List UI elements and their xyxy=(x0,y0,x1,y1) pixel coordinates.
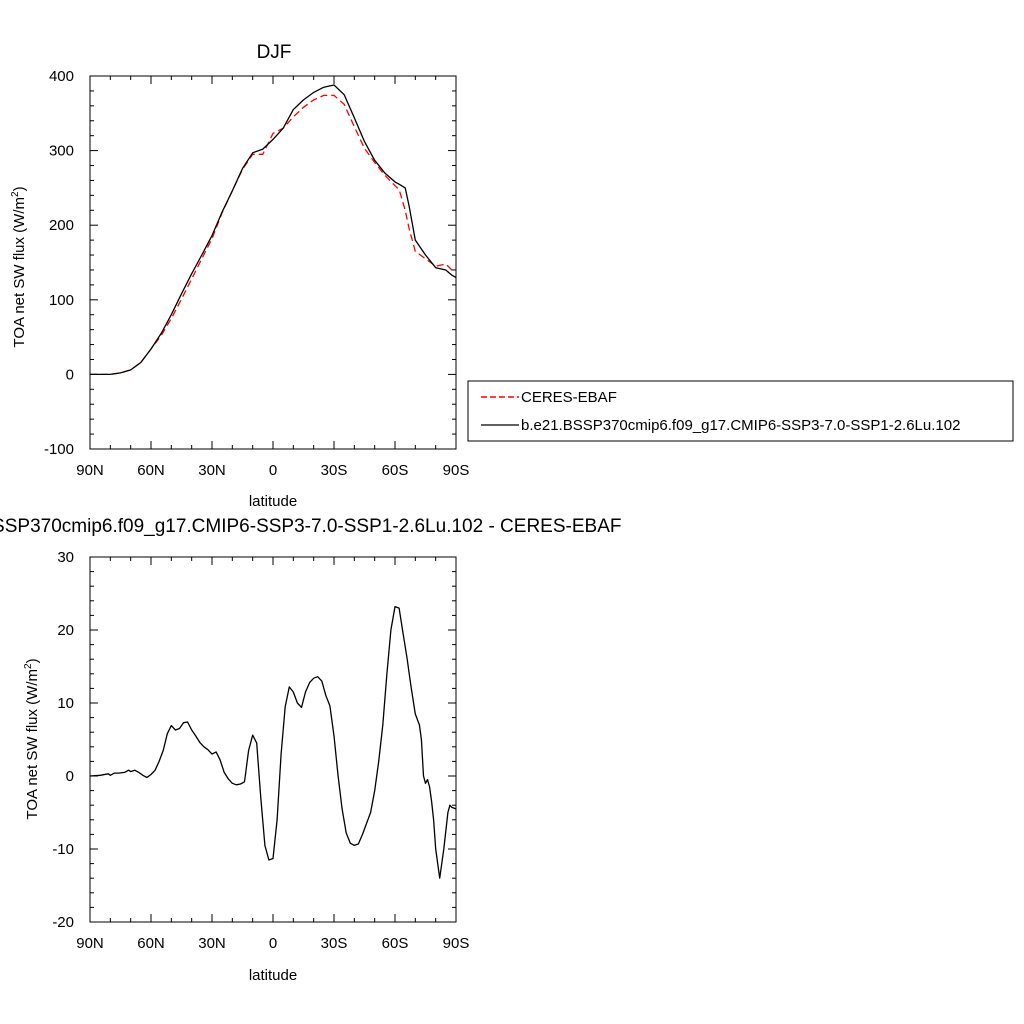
top-x-tick-label-2: 30N xyxy=(198,462,226,479)
top-y-tick-label-4: 300 xyxy=(49,143,74,160)
legend-label-model: b.e21.BSSP370cmip6.f09_g17.CMIP6-SSP3-7.… xyxy=(521,417,960,434)
bottom-y-axis-label: TOA net SW flux (W/m2) xyxy=(23,658,41,819)
legend-label-ceres: CERES-EBAF xyxy=(521,389,617,406)
top-x-axis-label: latitude xyxy=(249,493,297,510)
bottom-y-tick-label-2: 0 xyxy=(66,768,74,785)
bottom-x-tick-label-4: 30S xyxy=(321,935,348,952)
top-x-tick-label-6: 90S xyxy=(443,462,470,479)
bottom-y-tick-label-4: 20 xyxy=(57,622,74,639)
top-plot-frame xyxy=(89,75,457,450)
bottom-panel: 90N 60N 30N 0 30S 60S 90S -20 -10 0 10 20 30 latitud… xyxy=(23,549,469,984)
legend: CERES-EBAF b.e21.BSSP370cmip6.f09_g17.CM… xyxy=(467,380,1014,442)
bottom-y-tick-label-3: 10 xyxy=(57,695,74,712)
bottom-series-line-0 xyxy=(89,605,457,879)
bottom-x-tick-label-3: 0 xyxy=(269,935,277,952)
bottom-y-tick-label-0: -20 xyxy=(52,914,74,931)
top-x-tick-label-3: 0 xyxy=(269,462,277,479)
top-plot-lines xyxy=(90,84,457,376)
top-series-line-0 xyxy=(90,94,457,376)
bottom-x-tick-label-5: 60S xyxy=(382,935,409,952)
bottom-x-tick-label-1: 60N xyxy=(137,935,165,952)
top-y-tick-label-3: 200 xyxy=(49,217,74,234)
top-x-tick-label-0: 90N xyxy=(76,462,104,479)
top-y-tick-label-0: -100 xyxy=(44,441,74,458)
top-x-tick-label-4: 30S xyxy=(321,462,348,479)
bottom-y-tick-label-1: -10 xyxy=(52,841,74,858)
bottom-y-tick-label-5: 30 xyxy=(57,549,74,566)
bottom-plot-lines xyxy=(89,605,457,879)
top-y-tick-label-5: 400 xyxy=(49,68,74,85)
difference-chart-title: b.e21.BSSP370cmip6.f09_g17.CMIP6-SSP3-7.… xyxy=(0,516,621,537)
bottom-plot-frame xyxy=(89,556,457,923)
top-x-tick-label-1: 60N xyxy=(137,462,165,479)
bottom-x-axis-label: latitude xyxy=(249,967,297,984)
top-y-tick-label-2: 100 xyxy=(49,292,74,309)
bottom-x-tick-label-0: 90N xyxy=(76,935,104,952)
top-panel: 90N 60N 30N 0 30S 60S 90S -100 0 100 200 300 400 lat… xyxy=(10,68,469,510)
top-x-tick-label-5: 60S xyxy=(382,462,409,479)
top-y-axis-label: TOA net SW flux (W/m2) xyxy=(10,186,28,347)
top-series-line-1 xyxy=(90,84,457,376)
legend-box xyxy=(467,380,1014,442)
bottom-axis-ticks: 90N 60N 30N 0 30S 60S 90S -20 -10 0 10 20 30 xyxy=(52,549,469,952)
top-axis-ticks: 90N 60N 30N 0 30S 60S 90S -100 0 100 200 300 400 xyxy=(44,68,469,479)
bottom-x-tick-label-6: 90S xyxy=(443,935,470,952)
chart-title: DJF xyxy=(257,42,292,63)
bottom-x-tick-label-2: 30N xyxy=(198,935,226,952)
top-y-tick-label-1: 0 xyxy=(66,366,74,383)
